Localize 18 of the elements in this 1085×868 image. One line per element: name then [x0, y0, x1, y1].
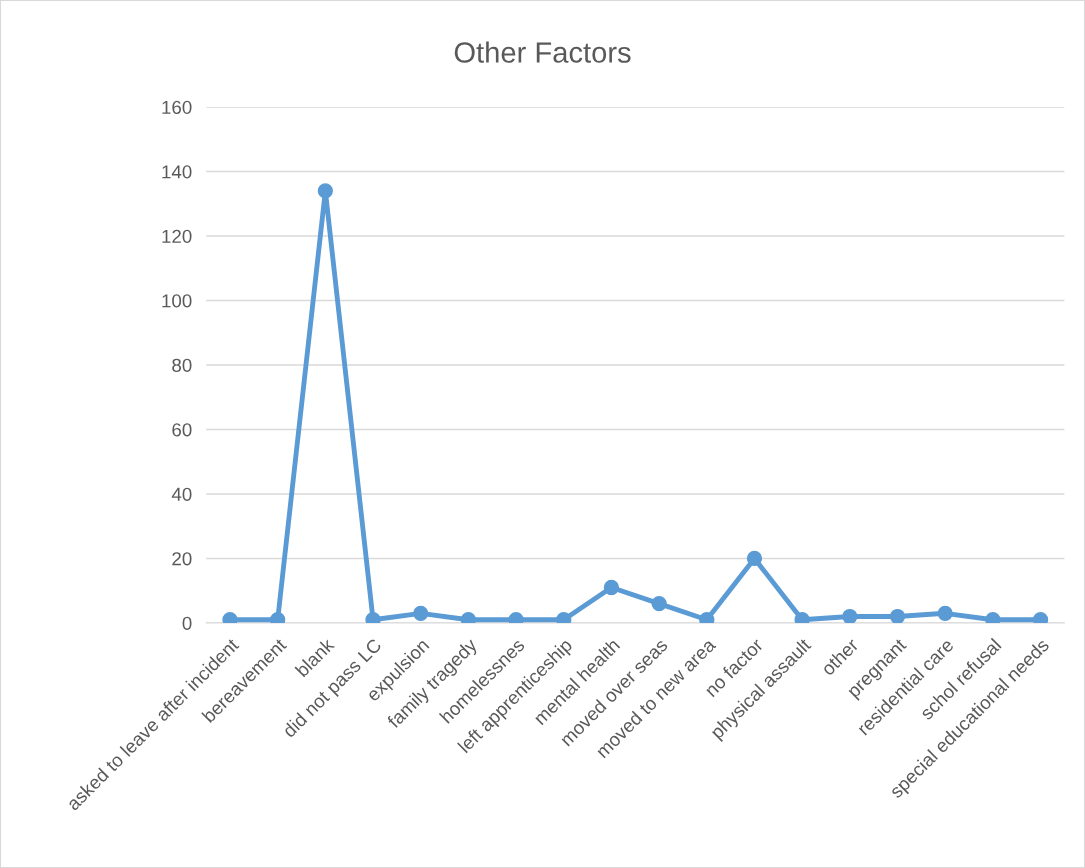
point — [889, 608, 906, 623]
point — [937, 605, 953, 621]
chart-title: Other Factors — [454, 41, 631, 63]
y-tick-label: 140 — [162, 165, 192, 179]
y-tick-label: 100 — [162, 294, 192, 308]
point — [317, 183, 333, 199]
point — [413, 605, 429, 621]
y-tick-label: 0 — [182, 616, 192, 630]
y-tick-label: 160 — [162, 100, 192, 114]
y-tick-label: 120 — [162, 229, 192, 243]
y-tick-label: 20 — [172, 552, 192, 566]
point — [651, 595, 667, 612]
point — [842, 608, 858, 623]
y-tick-label: 60 — [172, 423, 192, 437]
point — [746, 550, 763, 567]
y-tick-label: 80 — [172, 358, 192, 372]
y-tick-label: 40 — [171, 487, 192, 501]
point — [603, 579, 620, 596]
